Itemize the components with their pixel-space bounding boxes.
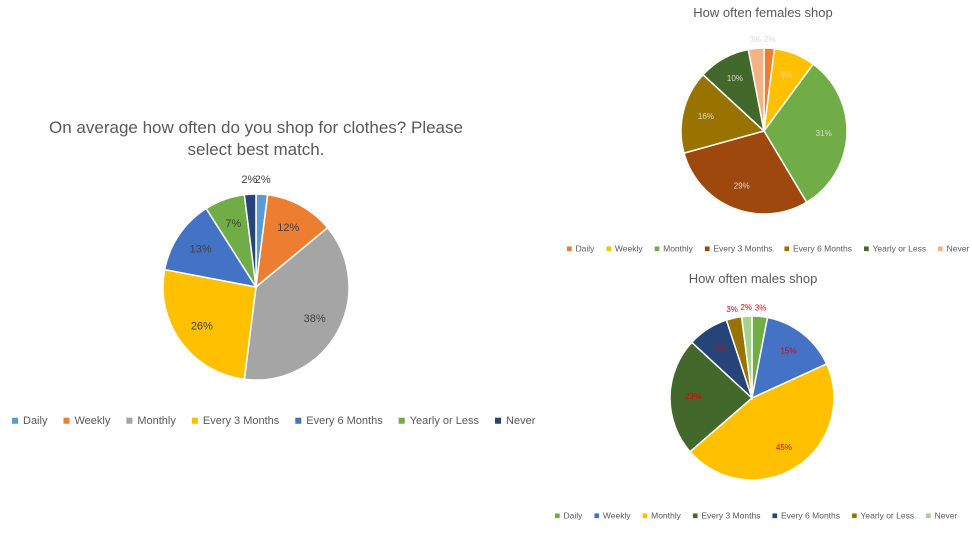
- data-label: 8%: [714, 343, 726, 352]
- data-label: 31%: [816, 129, 832, 138]
- legend-label: Weekly: [615, 243, 643, 253]
- data-label: 3%: [750, 35, 762, 44]
- pie-slice: [680, 73, 766, 155]
- pie-slice: [162, 268, 257, 381]
- data-label: 45%: [776, 443, 792, 452]
- legend-swatch: [926, 513, 931, 519]
- legend-swatch: [654, 246, 660, 252]
- legend-swatch: [606, 246, 612, 252]
- data-label: 23%: [685, 392, 701, 401]
- pie-slice: [255, 193, 329, 289]
- legend-swatch: [126, 417, 133, 424]
- legend-label: Never: [935, 510, 958, 520]
- legend-label: Daily: [564, 510, 584, 520]
- legend-label: Never: [947, 243, 970, 253]
- data-label: 3%: [726, 305, 738, 314]
- chart-title: On average how often do you shop for clo…: [49, 118, 463, 159]
- pie-slice: [669, 341, 754, 453]
- pie-slice: [688, 362, 835, 481]
- legend-swatch: [594, 513, 600, 519]
- data-label: 2%: [764, 35, 776, 44]
- legend-label: Every 3 Months: [203, 415, 280, 427]
- legend-swatch: [495, 417, 502, 424]
- legend-swatch: [567, 246, 572, 252]
- legend-swatch: [692, 513, 698, 519]
- legend-swatch: [63, 417, 70, 424]
- legend-swatch: [398, 417, 405, 424]
- pie-slice: [740, 315, 753, 399]
- legend-label: Every 6 Months: [793, 243, 852, 253]
- legend-label: Every 6 Months: [306, 415, 383, 427]
- legend-label: Yearly or Less: [873, 243, 927, 253]
- legend-label: Monthly: [137, 415, 176, 427]
- data-label: 3%: [755, 303, 767, 312]
- data-label: 7%: [225, 218, 241, 230]
- legend-label: Every 3 Months: [701, 510, 760, 520]
- legend-label: Daily: [23, 415, 48, 427]
- legend-label: Monthly: [663, 243, 694, 253]
- legend-swatch: [852, 513, 857, 519]
- data-label: 2%: [740, 303, 752, 312]
- data-label: 26%: [191, 320, 213, 332]
- legend-label: Weekly: [603, 510, 631, 520]
- legend-swatch: [938, 246, 943, 252]
- legend-swatch: [12, 417, 19, 424]
- pie-slice: [683, 130, 808, 215]
- data-label: 2%: [255, 174, 271, 186]
- legend-swatch: [772, 513, 778, 519]
- data-label: 29%: [734, 182, 750, 191]
- pie-slice: [243, 226, 350, 381]
- legend-swatch: [295, 417, 302, 424]
- legend-swatch: [642, 513, 648, 519]
- data-label: 2%: [241, 174, 257, 186]
- pie-slice: [747, 47, 765, 132]
- legend-label: Weekly: [74, 415, 110, 427]
- legend-swatch: [555, 513, 560, 519]
- data-label: 12%: [277, 222, 299, 234]
- legend-label: Never: [506, 415, 536, 427]
- legend-label: Daily: [576, 243, 596, 253]
- chart-title: How often males shop: [688, 271, 818, 286]
- legend-swatch: [784, 246, 790, 252]
- legend-label: Every 3 Months: [713, 243, 772, 253]
- pie-slice: [243, 193, 257, 288]
- data-label: 8%: [780, 71, 792, 80]
- chart-title: How often females shop: [693, 5, 833, 20]
- pie-slice: [763, 63, 848, 204]
- data-label: 10%: [727, 74, 743, 83]
- data-label: 13%: [190, 243, 212, 255]
- legend-label: Yearly or Less: [410, 415, 480, 427]
- legend-label: Every 6 Months: [781, 510, 840, 520]
- data-label: 15%: [780, 347, 796, 356]
- pie-slice: [750, 316, 828, 400]
- data-label: 16%: [698, 112, 714, 121]
- legend-label: Yearly or Less: [861, 510, 915, 520]
- legend-swatch: [191, 417, 198, 424]
- data-label: 38%: [304, 313, 326, 325]
- legend-swatch: [704, 246, 710, 252]
- legend-swatch: [864, 246, 869, 252]
- legend-label: Monthly: [651, 510, 682, 520]
- pie-slice: [163, 207, 258, 289]
